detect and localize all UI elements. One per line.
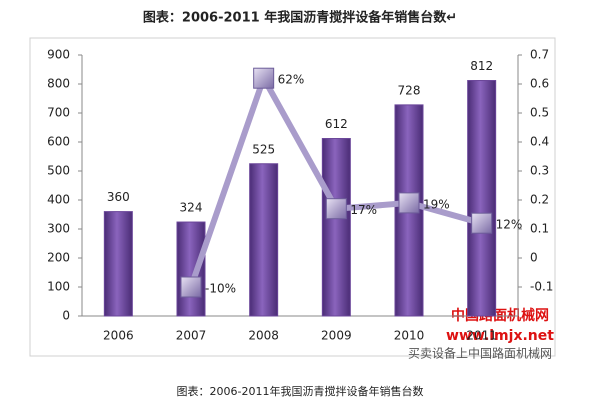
y-tick-label: 700 — [47, 106, 70, 120]
x-tick-label: 2007 — [176, 329, 207, 343]
y-tick-label: 200 — [47, 251, 70, 265]
x-tick-label: 2011 — [466, 329, 497, 343]
y2-tick-label: 0.6 — [530, 77, 549, 91]
bar — [103, 211, 133, 317]
data-label: 17% — [350, 203, 377, 217]
x-tick-label: 2010 — [394, 329, 425, 343]
caption: 图表：2006-2011年我国沥青搅拌设备年销售台数 — [177, 384, 424, 398]
data-label: -10% — [205, 282, 236, 296]
y-tick-label: 900 — [47, 48, 70, 62]
y2-tick-label: 0 — [530, 251, 538, 265]
marker — [253, 67, 275, 89]
chart-title: 图表：2006-2011 年我国沥青搅拌设备年销售台数↵ — [143, 10, 457, 26]
y-tick-label: 500 — [47, 164, 70, 178]
y-tick-label: 800 — [47, 77, 70, 91]
chart-frame — [29, 37, 556, 357]
y2-tick-label: 0.3 — [530, 164, 549, 178]
bar — [321, 138, 351, 317]
marker — [180, 276, 202, 298]
y2-tick-label: -0.1 — [530, 280, 553, 294]
y2-tick-label: 0.2 — [530, 193, 549, 207]
watermark: 买卖设备上中国路面机械网 — [408, 346, 552, 361]
bar — [249, 163, 279, 317]
data-label: 62% — [278, 73, 305, 87]
bar — [176, 221, 206, 317]
marker — [398, 192, 420, 214]
y2-tick-label: 0.4 — [530, 135, 549, 149]
x-tick-label: 2006 — [103, 329, 134, 343]
y-tick-label: 300 — [47, 222, 70, 236]
watermark: www.lmjx.net — [446, 328, 554, 344]
y2-tick-label: 0.7 — [530, 48, 549, 62]
y-tick-label: 600 — [47, 135, 70, 149]
data-label: 360 — [107, 190, 130, 204]
x-tick-label: 2008 — [248, 329, 279, 343]
bar — [467, 80, 497, 317]
data-label: 612 — [325, 117, 348, 131]
y-tick-label: 0 — [62, 309, 70, 323]
data-label: 12% — [496, 218, 523, 232]
y2-tick-label: 0.1 — [530, 222, 549, 236]
data-label: 324 — [180, 201, 203, 215]
data-label: 19% — [423, 197, 450, 211]
x-tick-label: 2009 — [321, 329, 352, 343]
marker — [471, 212, 493, 234]
data-label: 728 — [398, 83, 421, 97]
y2-tick-label: 0.5 — [530, 106, 549, 120]
y-tick-label: 400 — [47, 193, 70, 207]
data-label: 525 — [252, 142, 275, 156]
y-tick-label: 100 — [47, 280, 70, 294]
data-label: 812 — [470, 59, 493, 73]
marker — [325, 198, 347, 220]
